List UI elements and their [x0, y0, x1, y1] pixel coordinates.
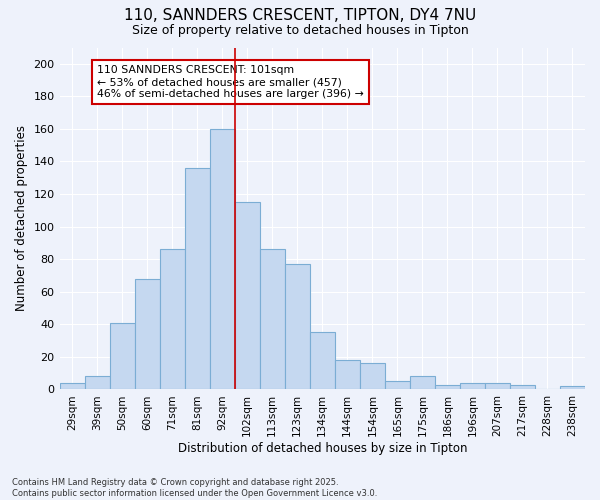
Bar	[310, 332, 335, 390]
Text: Size of property relative to detached houses in Tipton: Size of property relative to detached ho…	[131, 24, 469, 37]
Text: 110 SANNDERS CRESCENT: 101sqm
← 53% of detached houses are smaller (457)
46% of : 110 SANNDERS CRESCENT: 101sqm ← 53% of d…	[97, 66, 364, 98]
Text: 110, SANNDERS CRESCENT, TIPTON, DY4 7NU: 110, SANNDERS CRESCENT, TIPTON, DY4 7NU	[124, 8, 476, 22]
Bar	[134, 278, 160, 390]
X-axis label: Distribution of detached houses by size in Tipton: Distribution of detached houses by size …	[178, 442, 467, 455]
Bar	[260, 250, 285, 390]
Bar	[485, 383, 510, 390]
Bar	[360, 364, 385, 390]
Bar	[435, 384, 460, 390]
Bar	[160, 250, 185, 390]
Bar	[209, 129, 235, 390]
Bar	[410, 376, 435, 390]
Bar	[185, 168, 209, 390]
Bar	[385, 382, 410, 390]
Bar	[460, 383, 485, 390]
Text: Contains HM Land Registry data © Crown copyright and database right 2025.
Contai: Contains HM Land Registry data © Crown c…	[12, 478, 377, 498]
Bar	[285, 264, 310, 390]
Bar	[235, 202, 260, 390]
Bar	[335, 360, 360, 390]
Bar	[560, 386, 585, 390]
Bar	[110, 322, 134, 390]
Bar	[510, 384, 535, 390]
Bar	[85, 376, 110, 390]
Bar	[59, 383, 85, 390]
Y-axis label: Number of detached properties: Number of detached properties	[15, 126, 28, 312]
